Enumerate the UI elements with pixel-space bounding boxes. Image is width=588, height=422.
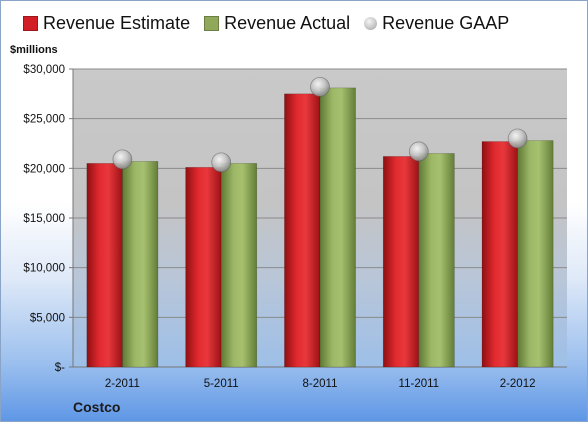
- legend-item-revenue-estimate: Revenue Estimate: [23, 13, 190, 34]
- bar-revenue-estimate: [481, 141, 518, 368]
- legend-swatch-revenue-gaap: [364, 17, 378, 30]
- bar-revenue-estimate: [185, 167, 222, 368]
- y-tick-label: $10,000: [23, 263, 65, 275]
- company-label: Costco: [73, 399, 121, 415]
- bar-revenue-estimate: [86, 163, 123, 368]
- legend-label-revenue-actual: Revenue Actual: [224, 13, 351, 33]
- marker-revenue-gaap: [310, 76, 330, 97]
- legend-label-revenue-estimate: Revenue Estimate: [43, 13, 191, 33]
- bar-revenue-estimate: [382, 156, 420, 368]
- bar-revenue-actual: [220, 163, 258, 368]
- y-tick-label: $20,000: [23, 163, 65, 175]
- legend-label-revenue-gaap: Revenue GAAP: [382, 13, 510, 33]
- legend-swatch-revenue-actual: [204, 16, 220, 31]
- marker-revenue-gaap: [112, 149, 133, 170]
- x-tick-label: 2-2011: [105, 378, 140, 390]
- marker-revenue-gaap: [507, 128, 528, 149]
- legend-item-revenue-gaap: Revenue GAAP: [364, 13, 509, 34]
- y-tick-label: $5,000: [30, 312, 65, 324]
- y-tick-label: $30,000: [23, 64, 65, 76]
- legend: Revenue Estimate Revenue Actual Revenue …: [23, 13, 509, 34]
- marker-revenue-gaap: [211, 152, 232, 173]
- marker-revenue-gaap: [408, 141, 429, 162]
- x-tick-label: 11-2011: [399, 378, 440, 390]
- y-axis-unit-label: $millions: [10, 44, 58, 56]
- bar-revenue-actual: [517, 140, 554, 368]
- x-tick-label: 5-2011: [204, 378, 239, 390]
- x-tick-label: 8-2011: [303, 378, 338, 390]
- legend-swatch-revenue-estimate: [23, 16, 38, 31]
- bar-revenue-actual: [418, 153, 455, 368]
- bar-revenue-estimate: [284, 93, 321, 368]
- y-tick-label: $25,000: [23, 114, 65, 126]
- y-tick-label: $15,000: [23, 213, 65, 225]
- y-tick-label: $-: [55, 362, 65, 374]
- legend-item-revenue-actual: Revenue Actual: [204, 13, 350, 34]
- bar-revenue-actual: [122, 161, 159, 368]
- x-tick-label: 2-2012: [500, 378, 536, 390]
- bar-revenue-actual: [319, 87, 356, 368]
